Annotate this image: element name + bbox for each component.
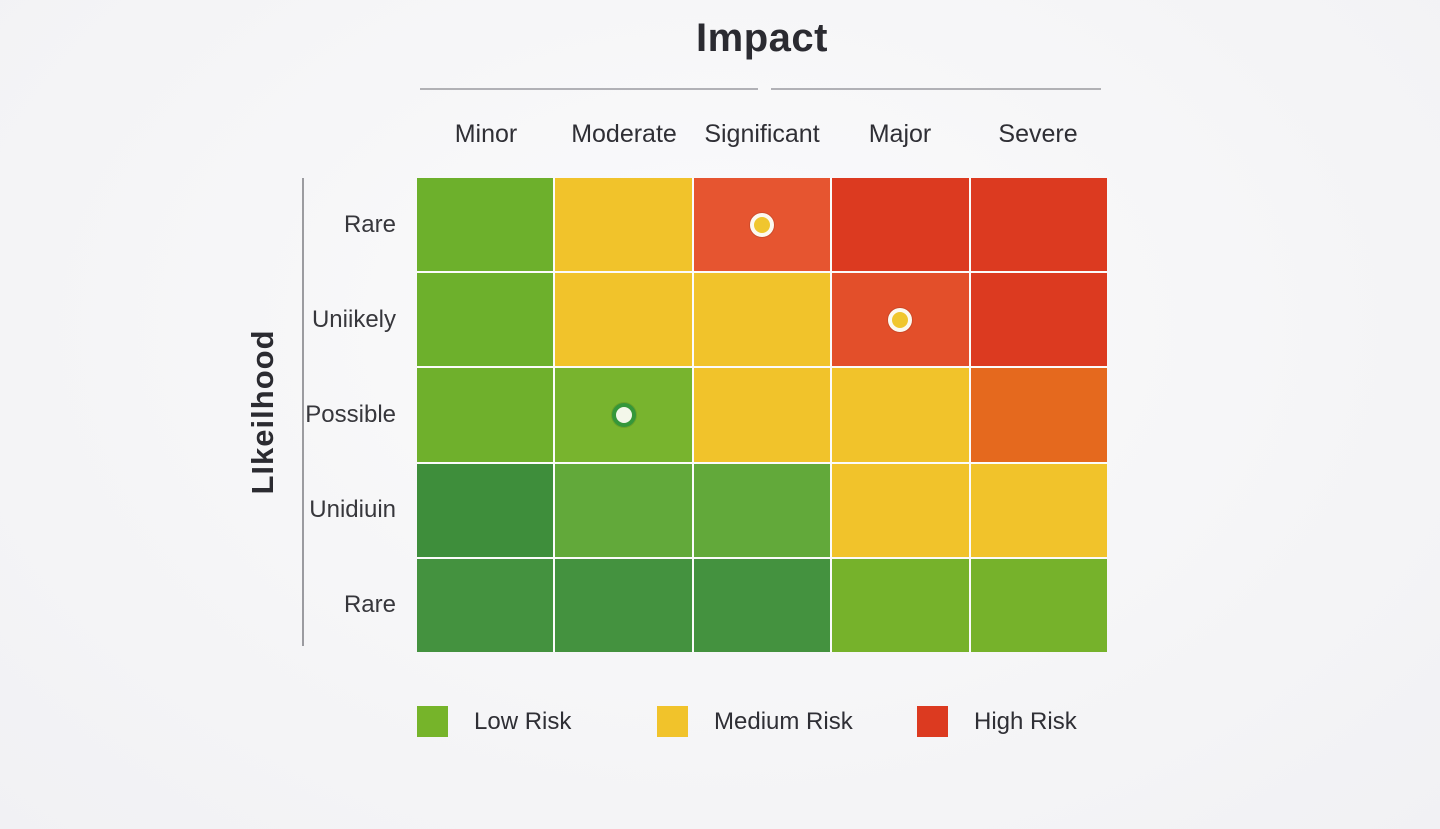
legend-label-3: High Risk [974,707,1077,735]
risk-marker-1 [750,213,774,238]
row-label-1: Rare [343,211,396,239]
column-header-major: Major [868,119,932,148]
y-axis-title: LIkeilhood [245,329,280,495]
legend-item-high-risk: High Risk [917,706,1077,737]
row-label-5: Rare [343,590,396,618]
legend-label-2: Medium Risk [714,707,853,735]
risk-marker-2 [888,308,912,333]
legend-label-1: Low Risk [474,707,572,735]
matrix-cell-r4c2 [555,463,692,557]
matrix-cell-r1c5 [970,178,1107,272]
legend-swatch-1 [417,706,448,737]
column-header-minor: Minor [454,119,518,148]
matrix-cell-r1c2 [555,178,692,272]
matrix-cell-r5c2 [555,558,692,652]
matrix-cell-r3c5 [970,368,1107,462]
matrix-cell-r5c4 [832,558,969,652]
matrix-cell-r2c1 [417,273,554,367]
matrix-cell-r2c3 [693,273,831,367]
row-labels: Rare Uniikely Possible Unidiuin Rare [290,178,396,652]
legend-item-medium-risk: Medium Risk [657,706,853,737]
legend: Low Risk Medium Risk High Risk [417,706,1117,744]
row-label-4: Unidiuin [309,495,396,523]
column-headers: Minor Moderate Significant Major Severe [417,110,1107,158]
row-label-2: Uniikely [311,306,396,334]
chart-title: Impact [696,16,828,60]
matrix-cell-r1c1 [417,178,554,272]
row-label-3: Possible [305,401,396,428]
matrix-cell-r5c5 [970,558,1107,652]
legend-item-low-risk: Low Risk [417,706,571,737]
matrix-cell-r3c1 [417,368,554,462]
matrix-cell-r3c3 [693,368,831,462]
title-rule-left [420,88,758,90]
risk-matrix-grid [417,178,1107,652]
matrix-cell-r4c3 [693,463,831,557]
y-axis-line [302,178,304,646]
matrix-cell-r2c5 [970,273,1107,367]
column-header-severe: Severe [998,119,1078,148]
title-rule-right [771,88,1101,90]
column-header-significant: Significant [704,119,820,148]
matrix-cell-r4c5 [970,463,1107,557]
matrix-cell-r4c4 [832,463,969,557]
legend-swatch-3 [917,706,948,737]
matrix-cell-r4c1 [417,463,554,557]
matrix-cell-r3c4 [832,368,969,462]
risk-marker-3 [612,403,636,427]
matrix-cell-r5c1 [417,558,554,652]
matrix-cell-r2c2 [555,273,692,367]
column-header-moderate: Moderate [571,119,677,148]
matrix-cell-r5c3 [693,558,831,652]
legend-swatch-2 [657,706,688,737]
matrix-cell-r1c4 [832,178,969,272]
